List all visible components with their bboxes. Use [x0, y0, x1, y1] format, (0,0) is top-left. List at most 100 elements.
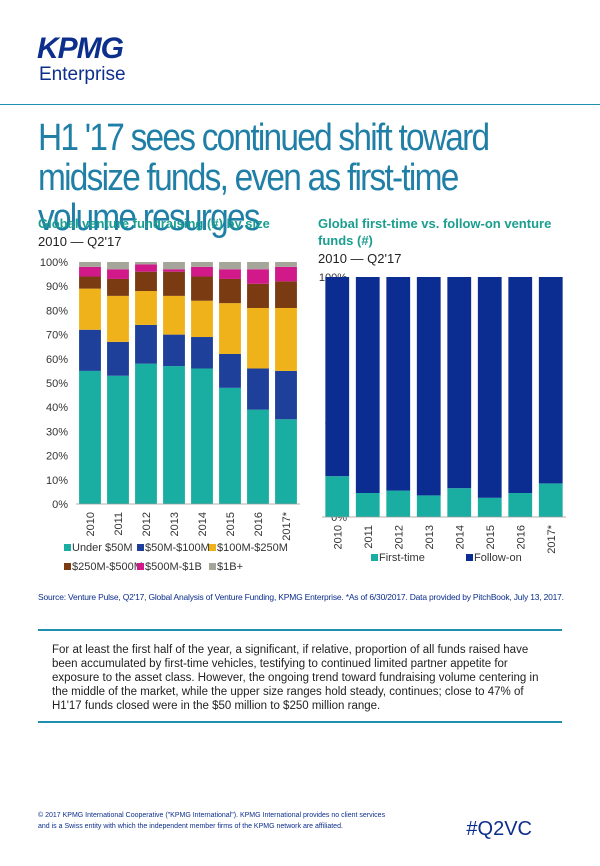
chart1-legend-swatch-m50_100 — [137, 544, 144, 551]
chart1-legend-swatch-m500_1b — [137, 563, 144, 570]
header-divider — [0, 104, 600, 105]
logo-wordmark: KPMG — [37, 32, 124, 65]
chart1-bar-b1plus-2016 — [247, 262, 269, 270]
chart1-ytick: 80% — [46, 305, 68, 317]
chart1-title: Global venture fundraising (#) by size — [38, 216, 270, 231]
chart1-bar-m100_250-2017* — [275, 307, 297, 371]
chart1-legend-swatch-m250_500 — [64, 563, 71, 570]
chart1-bar-under50-2010 — [79, 370, 101, 504]
chart1-bar-m500_1b-2017* — [275, 266, 297, 282]
chart1-bar-m100_250-2016 — [247, 307, 269, 369]
chart1-bar-m250_500-2011 — [107, 278, 129, 296]
commentary-box: For at least the first half of the year,… — [38, 629, 562, 723]
chart1-bar-b1plus-2011 — [107, 262, 129, 270]
chart2-xtick: 2014 — [454, 525, 466, 549]
chart1-xtick: 2017* — [281, 511, 293, 540]
chart1-bar-under50-2011 — [107, 375, 129, 504]
hashtag: #Q2VC — [466, 818, 532, 840]
chart1-legend-m100_250: $100M-$250M — [217, 542, 288, 554]
chart1-bar-m50_100-2011 — [107, 341, 129, 376]
chart1-ytick: 60% — [46, 354, 68, 366]
chart2-xtick: 2017* — [546, 524, 558, 553]
chart1-bar-m250_500-2013 — [163, 271, 185, 296]
chart2-bar-follow_on-2013 — [416, 277, 441, 496]
chart1-bar-m50_100-2017* — [275, 370, 297, 420]
chart1-xtick: 2012 — [141, 512, 153, 536]
chart1-bar-m50_100-2015 — [219, 353, 241, 388]
chart1-bar-m250_500-2016 — [247, 283, 269, 308]
chart1-bar-under50-2015 — [219, 387, 241, 504]
chart2-bar-follow_on-2010 — [325, 277, 350, 477]
chart1-ytick: 50% — [46, 378, 68, 390]
chart1-legend-m50_100: $50M-$100M — [145, 542, 210, 554]
chart2-bar-first_time-2017* — [538, 483, 563, 517]
chart1-ytick: 0% — [52, 499, 68, 511]
copyright-note: © 2017 KPMG International Cooperative ("… — [38, 812, 386, 830]
chart2-xtick: 2011 — [363, 525, 375, 549]
chart2-bar-first_time-2013 — [416, 495, 441, 517]
chart2-bar-follow_on-2012 — [386, 277, 411, 491]
chart1-subtitle: 2010 — Q2'17 — [38, 234, 122, 249]
page-headline: H1 '17 sees continued shift toward midsi… — [38, 117, 490, 239]
chart1-bar-b1plus-2013 — [163, 262, 185, 270]
chart1-xtick: 2016 — [253, 512, 265, 536]
chart1-ytick: 70% — [46, 330, 68, 342]
chart2-legend-follow_on: Follow-on — [474, 552, 522, 564]
chart2-bar-follow_on-2015 — [477, 277, 502, 498]
chart1-bar-m100_250-2014 — [191, 300, 213, 338]
chart2-bar-first_time-2010 — [325, 476, 350, 517]
chart1-bar-m500_1b-2011 — [107, 269, 129, 279]
chart1-bar-m50_100-2012 — [135, 324, 157, 364]
chart2-title: Global first-time vs. follow-on venture … — [318, 216, 552, 248]
chart1-bar-m250_500-2015 — [219, 278, 241, 304]
chart1-bar-under50-2016 — [247, 409, 269, 504]
chart2-legend-swatch-first_time — [371, 554, 378, 561]
chart1-ytick: 40% — [46, 402, 68, 414]
chart1-bar-m500_1b-2015 — [219, 269, 241, 279]
chart1-ytick: 30% — [46, 426, 68, 438]
chart2-legend-first_time: First-time — [379, 552, 425, 564]
kpmg-logo: KPMG Enterprise — [37, 34, 157, 86]
chart2-xtick: 2010 — [332, 525, 344, 549]
chart1-bar-under50-2012 — [135, 363, 157, 504]
chart2-bar-first_time-2016 — [508, 493, 533, 517]
chart2-bar-follow_on-2011 — [355, 277, 380, 493]
chart1-bar-m250_500-2017* — [275, 281, 297, 308]
chart1-legend-m500_1b: $500M-$1B — [145, 561, 202, 573]
chart1-bar-m500_1b-2013 — [163, 269, 185, 272]
chart2-xtick: 2013 — [424, 525, 436, 549]
chart1-legend-under50: Under $50M — [72, 542, 133, 554]
chart1-bar-under50-2014 — [191, 368, 213, 504]
chart2-xtick: 2015 — [485, 525, 497, 549]
chart2-legend-swatch-follow_on — [466, 554, 473, 561]
chart1-bar-m500_1b-2014 — [191, 266, 213, 277]
chart1-bar-m100_250-2012 — [135, 291, 157, 325]
chart1-xtick: 2014 — [197, 512, 209, 536]
chart1-legend-m250_500: $250M-$500M — [72, 561, 143, 573]
chart1-bar-m50_100-2013 — [163, 334, 185, 367]
chart2-bar-follow_on-2016 — [508, 277, 533, 493]
chart2-bar-first_time-2012 — [386, 490, 411, 517]
chart2-bar-follow_on-2017* — [538, 277, 563, 484]
chart2-bar-first_time-2015 — [477, 497, 502, 517]
chart2-bar-follow_on-2014 — [447, 277, 472, 489]
chart2-xtick: 2016 — [515, 525, 527, 549]
chart1-bar-b1plus-2012 — [135, 262, 157, 265]
chart1-bar-m50_100-2016 — [247, 368, 269, 410]
chart2-bar-first_time-2014 — [447, 488, 472, 517]
chart1-bar-m50_100-2014 — [191, 337, 213, 369]
chart1-ytick: 90% — [46, 281, 68, 293]
chart1-bar-b1plus-2017* — [275, 262, 297, 267]
chart2-xtick: 2012 — [393, 525, 405, 549]
chart1-bar-m50_100-2010 — [79, 329, 101, 371]
chart1-bar-m500_1b-2012 — [135, 264, 157, 272]
chart1-bar-m100_250-2015 — [219, 303, 241, 354]
chart1-bar-m250_500-2010 — [79, 276, 101, 289]
chart1-legend-b1plus: $1B+ — [217, 561, 243, 573]
chart1-xtick: 2015 — [225, 512, 237, 536]
chart1-bar-m250_500-2014 — [191, 276, 213, 301]
chart1-bar-b1plus-2010 — [79, 262, 101, 267]
chart1-legend-swatch-under50 — [64, 544, 71, 551]
chart1-bar-under50-2017* — [275, 419, 297, 504]
